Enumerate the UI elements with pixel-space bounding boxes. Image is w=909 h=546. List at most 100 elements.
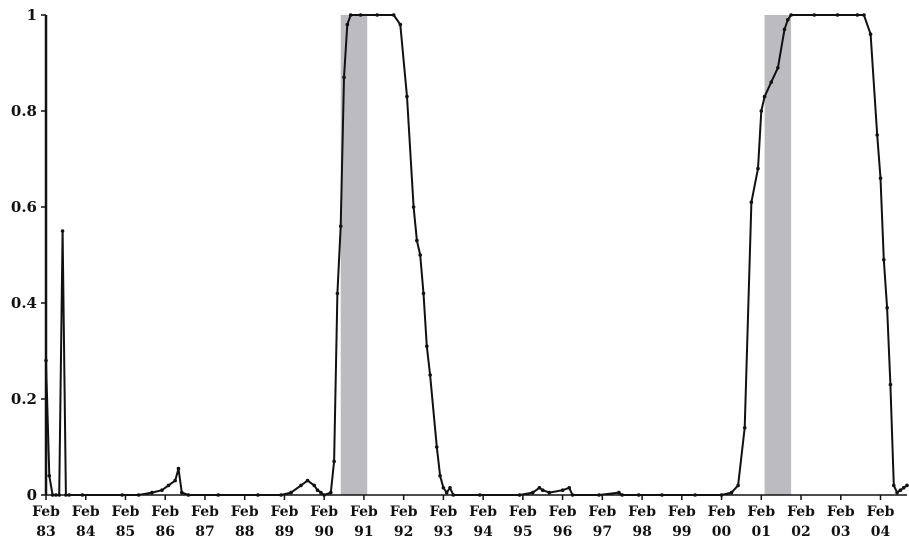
data-point — [421, 291, 426, 296]
data-point — [530, 490, 535, 495]
data-point — [299, 483, 303, 488]
x-tick-month: Feb — [708, 504, 736, 520]
data-point — [895, 490, 899, 495]
y-tick-label: 0.4 — [11, 294, 37, 312]
data-point — [620, 493, 625, 497]
data-point — [444, 490, 449, 495]
data-point — [597, 493, 601, 497]
shaded-period-2 — [764, 15, 792, 495]
data-point — [617, 490, 621, 495]
data-point — [391, 13, 396, 17]
data-point — [418, 253, 423, 257]
data-point — [905, 483, 909, 488]
x-tick-year: 95 — [513, 524, 532, 540]
x-tick-month: Feb — [509, 504, 537, 520]
data-point — [279, 493, 283, 497]
data-point — [332, 459, 336, 464]
data-point — [166, 483, 171, 488]
data-point — [891, 483, 896, 488]
x-tick-month: Feb — [151, 504, 179, 520]
data-point — [749, 200, 754, 204]
data-point — [120, 493, 124, 497]
x-tick-year: 01 — [752, 524, 771, 540]
data-point — [885, 306, 889, 310]
data-point — [136, 493, 141, 497]
x-tick-year: 87 — [195, 524, 214, 540]
x-tick-year: 03 — [831, 524, 850, 540]
data-point — [789, 13, 793, 17]
x-tick-month: Feb — [112, 504, 140, 520]
x-tick-month: Feb — [827, 504, 855, 520]
data-point — [289, 490, 293, 495]
x-tick-month: Feb — [787, 504, 815, 520]
data-point — [441, 486, 446, 490]
data-point — [348, 13, 353, 17]
y-axis-ticks: 0 0.2 0.4 0.6 0.8 1 — [11, 6, 46, 504]
data-point — [719, 493, 724, 497]
data-point — [729, 490, 734, 495]
data-point — [855, 13, 860, 17]
data-point — [835, 13, 840, 17]
x-tick-year: 91 — [354, 524, 373, 540]
data-point — [428, 373, 432, 377]
y-tick-label: 0.8 — [11, 102, 37, 120]
x-tick-month: Feb — [628, 504, 656, 520]
x-tick-month: Feb — [270, 504, 298, 520]
data-point — [762, 94, 767, 99]
data-point — [878, 176, 883, 180]
x-tick-month: Feb — [310, 504, 338, 520]
data-point — [44, 358, 48, 363]
data-point — [547, 490, 552, 495]
x-tick-month: Feb — [469, 504, 497, 520]
data-point — [660, 493, 664, 497]
data-point — [80, 493, 85, 497]
data-point — [338, 224, 343, 228]
data-point — [342, 75, 346, 80]
data-point — [567, 486, 572, 490]
data-point — [176, 466, 181, 471]
data-point — [54, 493, 58, 497]
data-point — [438, 474, 442, 478]
data-point — [173, 478, 177, 483]
y-tick-label: 1 — [27, 6, 37, 24]
data-point — [636, 493, 641, 497]
data-point — [785, 18, 790, 22]
data-point — [560, 488, 565, 493]
data-point — [425, 344, 429, 349]
x-tick-month: Feb — [72, 504, 100, 520]
data-point — [47, 474, 52, 478]
data-point — [67, 493, 71, 497]
data-point — [335, 291, 340, 296]
data-point — [759, 109, 764, 113]
data-point — [216, 493, 220, 497]
data-point — [537, 486, 542, 490]
data-point — [358, 13, 363, 17]
data-point — [411, 205, 416, 209]
shaded-periods — [340, 15, 792, 495]
data-point — [160, 488, 164, 493]
y-tick-label: 0.2 — [11, 390, 37, 408]
x-tick-year: 86 — [155, 524, 174, 540]
data-point — [186, 493, 191, 497]
data-point — [868, 32, 873, 36]
x-tick-year: 94 — [473, 524, 493, 540]
x-tick-year: 92 — [394, 524, 413, 540]
data-point — [64, 493, 68, 497]
data-point — [888, 382, 893, 387]
x-tick-year: 97 — [593, 524, 612, 540]
x-tick-month: Feb — [867, 504, 895, 520]
x-tick-month: Feb — [668, 504, 696, 520]
data-point — [570, 493, 575, 497]
x-axis-ticks: Feb 83 Feb 84 Feb 85 Feb 86 Feb 87 Feb 88 Feb 89 Feb 90… — [32, 495, 895, 540]
x-tick-year: 89 — [275, 524, 294, 540]
y-tick-label: 0.6 — [11, 198, 37, 216]
data-point — [901, 486, 906, 490]
x-tick-year: 83 — [36, 524, 55, 540]
x-tick-year: 98 — [632, 524, 651, 540]
x-tick-month: Feb — [390, 504, 418, 520]
data-point — [375, 13, 379, 17]
data-point — [448, 486, 452, 490]
x-tick-year: 00 — [712, 524, 732, 540]
data-point — [150, 490, 154, 495]
